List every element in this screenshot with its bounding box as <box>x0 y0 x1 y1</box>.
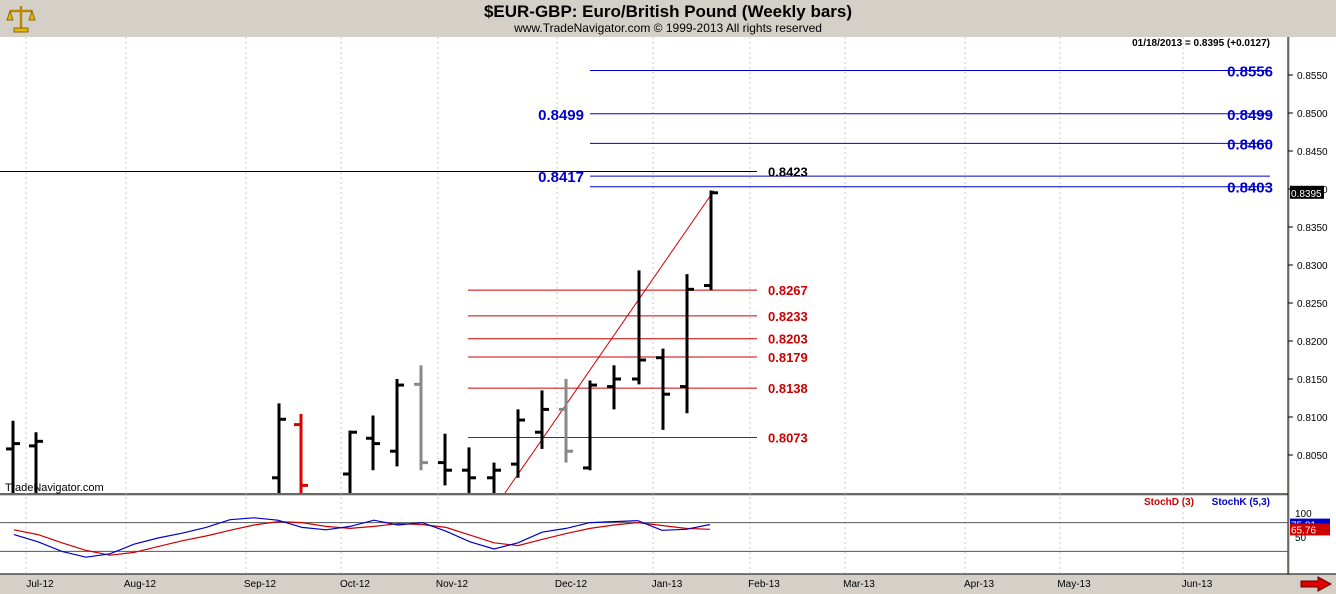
ohlc-bar <box>607 365 621 410</box>
ohlc-bar <box>29 432 43 493</box>
y-tick-label: 0.8150 <box>1297 375 1328 386</box>
stochd-legend: StochD (3) <box>1144 497 1194 508</box>
fib-retracement-label: 0.8267 <box>768 283 808 298</box>
x-axis-label: Sep-12 <box>244 579 277 590</box>
ohlc-bar <box>438 433 452 486</box>
stochd-value-label: 65.76 <box>1291 525 1316 536</box>
fib-extension-label: 0.8403 <box>1227 180 1273 197</box>
price-panel <box>0 37 1288 493</box>
ohlc-bar <box>704 190 718 291</box>
stochd-value-marker <box>1290 523 1330 536</box>
stochk-legend: StochK (5,3) <box>1212 497 1270 508</box>
trade-navigator-scale-icon <box>4 2 38 36</box>
ohlc-bar <box>294 413 308 493</box>
ohlc-bar <box>487 462 501 493</box>
x-axis-label: Jul-12 <box>26 579 54 590</box>
ohlc-bar <box>343 430 357 493</box>
ohlc-bar <box>632 270 646 385</box>
ohlc-bar <box>462 447 476 493</box>
ohlc-bar <box>680 274 694 414</box>
x-axis-label: Oct-12 <box>340 579 370 590</box>
current-price-label: 0.8395 <box>1291 189 1322 200</box>
y-tick-label: 0.8350 <box>1297 223 1328 234</box>
stoch-tick-label: 100 <box>1295 509 1312 520</box>
x-axis-label: Dec-12 <box>555 579 588 590</box>
stochk-line <box>13 517 711 558</box>
y-tick-label: 0.8200 <box>1297 337 1328 348</box>
ohlc-bar <box>414 365 428 471</box>
ohlc-bar <box>656 348 670 430</box>
fib-extension-label: 0.8556 <box>1227 63 1273 80</box>
x-axis-label: Feb-13 <box>748 579 780 590</box>
y-tick-label: 0.8050 <box>1297 451 1328 462</box>
last-quote-readout: 01/18/2013 = 0.8395 (+0.0127) <box>1132 38 1270 49</box>
ohlc-bar <box>366 415 380 471</box>
y-tick-label: 0.8300 <box>1297 261 1328 272</box>
fib-extension-label: 0.8499 <box>1227 107 1273 124</box>
y-tick-label: 0.8100 <box>1297 413 1328 424</box>
watermark: TradeNavigator.com <box>5 482 104 494</box>
trend-line <box>504 190 715 493</box>
x-axis-label: Aug-12 <box>124 579 157 590</box>
chart-title: $EUR-GBP: Euro/British Pound (Weekly bar… <box>483 2 853 21</box>
fib-retracement-label: 0.8233 <box>768 309 808 324</box>
x-axis-label: Jun-13 <box>1182 579 1213 590</box>
stochd-line <box>13 520 711 556</box>
y-tick-label: 0.8500 <box>1297 109 1328 120</box>
high-marker-label: 0.8423 <box>768 165 808 180</box>
ohlc-bar <box>390 379 404 467</box>
fib-extension-left-label: 0.8417 <box>538 169 584 186</box>
x-axis-label: May-13 <box>1057 579 1091 590</box>
x-axis-label: Apr-13 <box>964 579 994 590</box>
stochastic-panel <box>0 496 1288 574</box>
ohlc-bar <box>583 380 597 471</box>
y-tick-label: 0.8450 <box>1297 147 1328 158</box>
scroll-right-arrow-icon[interactable] <box>1300 576 1332 592</box>
ohlc-bar <box>559 379 573 463</box>
x-axis-label: Jan-13 <box>652 579 683 590</box>
x-axis-label: Nov-12 <box>436 579 469 590</box>
price-axis-panel <box>1290 37 1336 574</box>
y-tick-label: 0.8250 <box>1297 299 1328 310</box>
current-price-marker <box>1290 185 1324 199</box>
ohlc-bar <box>272 403 286 493</box>
fib-retracement-label: 0.8203 <box>768 332 808 347</box>
chart-subtitle: www.TradeNavigator.com © 1999-2013 All r… <box>514 21 822 35</box>
ohlc-bar <box>535 390 549 449</box>
fib-extension-label: 0.8460 <box>1227 136 1273 153</box>
fib-retracement-label: 0.8138 <box>768 381 808 396</box>
ohlc-bar <box>511 409 525 478</box>
stoch-tick-label: 50 <box>1295 533 1307 544</box>
y-tick-label: 0.8550 <box>1297 71 1328 82</box>
ohlc-bar <box>6 420 20 493</box>
x-axis-label: Mar-13 <box>843 579 875 590</box>
fib-extension-left-label: 0.8499 <box>538 107 584 124</box>
fib-retracement-label: 0.8179 <box>768 350 808 365</box>
fib-retracement-label: 0.8073 <box>768 431 808 446</box>
